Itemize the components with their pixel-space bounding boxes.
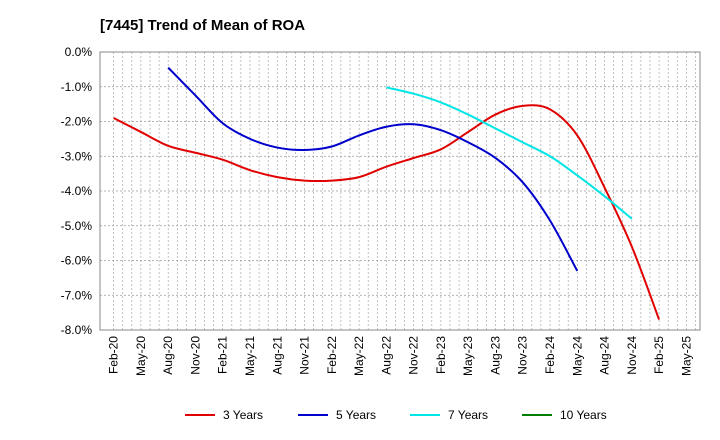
y-tick-label: -1.0% [61, 80, 93, 94]
legend: 3 Years 5 Years 7 Years 10 Years [185, 408, 607, 422]
chart-title: [7445] Trend of Mean of ROA [100, 17, 305, 34]
x-tick-label: Feb-21 [216, 336, 230, 374]
y-axis: 0.0% -1.0% -2.0% -3.0% -4.0% -5.0% -6.0% -7.0% -… [61, 45, 93, 337]
x-tick-label: Nov-23 [516, 336, 530, 375]
x-tick-label: Feb-22 [325, 336, 339, 374]
x-tick-label: Feb-23 [434, 336, 448, 374]
x-tick-label: Nov-24 [625, 336, 639, 375]
x-tick-label: May-21 [243, 336, 257, 376]
series-line-3-years [113, 104, 661, 320]
legend-label: 10 Years [560, 408, 607, 422]
series-lines [113, 66, 661, 320]
x-tick-label: Aug-20 [161, 336, 175, 375]
x-tick-label: May-22 [352, 336, 366, 376]
x-axis: Feb-20 May-20 Aug-20 Nov-20 Feb-21 May-21 Aug-… [107, 336, 694, 376]
x-tick-label: Aug-24 [598, 336, 612, 375]
x-tick-label: Nov-22 [407, 336, 421, 375]
x-tick-label: Nov-21 [298, 336, 312, 375]
x-tick-label: Feb-20 [107, 336, 121, 374]
x-tick-label: May-25 [679, 336, 693, 376]
x-tick-label: Feb-25 [652, 336, 666, 374]
y-tick-label: -6.0% [61, 254, 93, 268]
x-tick-label: Feb-24 [543, 336, 557, 374]
y-tick-label: -4.0% [61, 184, 93, 198]
y-tick-label: -8.0% [61, 323, 93, 337]
y-tick-label: -2.0% [61, 115, 93, 129]
legend-label: 3 Years [223, 408, 263, 422]
series-line-7-years [386, 86, 633, 220]
x-tick-label: Nov-20 [188, 336, 202, 375]
x-tick-label: May-20 [134, 336, 148, 376]
x-tick-label: May-24 [570, 336, 584, 376]
plot-border [99, 51, 701, 331]
y-tick-label: -5.0% [61, 219, 93, 233]
y-tick-label: 0.0% [65, 45, 93, 59]
y-tick-label: -7.0% [61, 288, 93, 302]
x-tick-label: May-23 [461, 336, 475, 376]
legend-label: 5 Years [336, 408, 376, 422]
legend-label: 7 Years [448, 408, 488, 422]
x-tick-label: Aug-22 [379, 336, 393, 375]
y-tick-label: -3.0% [61, 149, 93, 163]
series-line-5-years [167, 66, 579, 272]
x-tick-label: Aug-21 [270, 336, 284, 375]
x-tick-label: Aug-23 [488, 336, 502, 375]
